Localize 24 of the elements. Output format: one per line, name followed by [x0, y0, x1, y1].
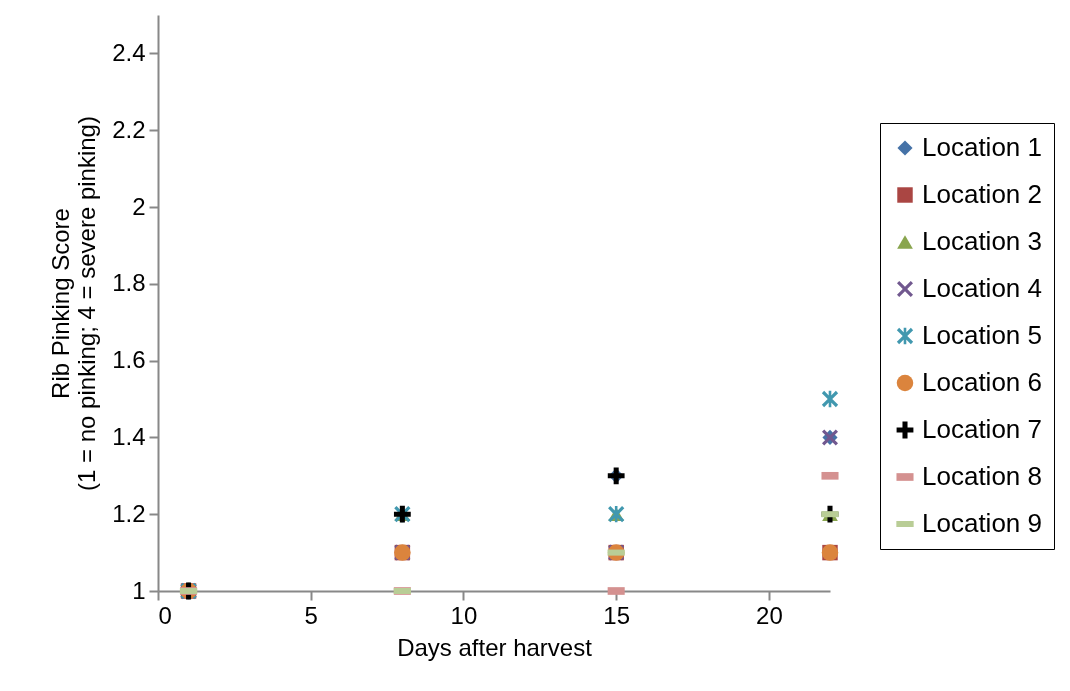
y-tick-label: 1.8: [112, 269, 146, 297]
legend-label: Location 7: [922, 414, 1042, 444]
x-tick-label: 15: [603, 601, 631, 629]
x-tick-label: 5: [304, 601, 318, 629]
legend-label: Location 2: [922, 179, 1042, 209]
legend-label: Location 4: [922, 273, 1042, 303]
y-tick-label: 1.6: [112, 346, 146, 374]
legend-label: Location 6: [922, 367, 1042, 397]
y-tick-label: 2.2: [112, 115, 146, 143]
x-tick-label: 20: [756, 601, 783, 629]
legend-label: Location 9: [922, 508, 1042, 538]
y-axis-title: Rib Pinking Score (1 = no pinking; 4 = severe pinking): [47, 116, 101, 491]
y-tick-label: 1: [132, 576, 146, 604]
x-axis-title: Days after harvest: [397, 633, 593, 661]
y-tick-label: 1.4: [112, 422, 146, 450]
y-tick-label: 2.4: [112, 38, 146, 66]
legend-label: Location 1: [922, 132, 1042, 162]
y-tick-label: 2: [132, 192, 146, 220]
legend-label: Location 8: [922, 461, 1042, 491]
legend-label: Location 5: [922, 320, 1042, 350]
x-tick-label: 10: [450, 601, 478, 629]
x-tick-label: 0: [158, 601, 172, 629]
legend-label: Location 3: [922, 226, 1042, 256]
y-tick-label: 1.2: [112, 499, 146, 527]
